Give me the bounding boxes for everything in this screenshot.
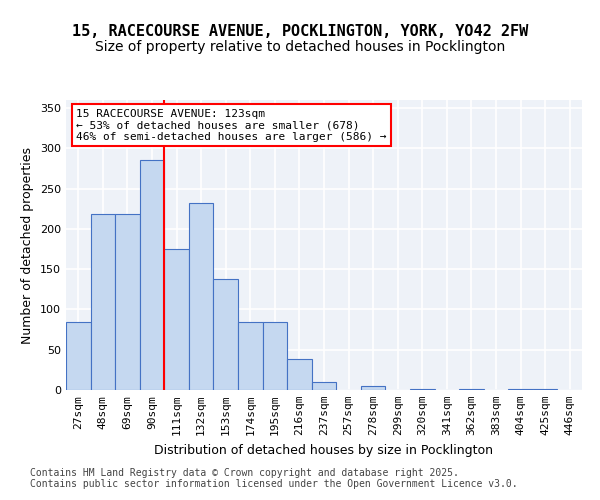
Text: 15, RACECOURSE AVENUE, POCKLINGTON, YORK, YO42 2FW: 15, RACECOURSE AVENUE, POCKLINGTON, YORK… (72, 24, 528, 39)
Text: Contains HM Land Registry data © Crown copyright and database right 2025.: Contains HM Land Registry data © Crown c… (30, 468, 459, 477)
Bar (533, 389, 557, 390)
Text: Contains public sector information licensed under the Open Government Licence v3: Contains public sector information licen… (30, 479, 518, 489)
Bar (238, 322, 263, 390)
Bar (263, 322, 287, 390)
Bar (361, 386, 385, 390)
Bar (140, 160, 164, 390)
Bar (287, 360, 312, 390)
Bar (312, 382, 336, 390)
Y-axis label: Number of detached properties: Number of detached properties (22, 146, 34, 344)
Bar (508, 389, 533, 390)
Bar (189, 203, 214, 390)
Text: Size of property relative to detached houses in Pocklington: Size of property relative to detached ho… (95, 40, 505, 54)
Bar (66, 322, 91, 390)
Bar (91, 214, 115, 390)
Text: 15 RACECOURSE AVENUE: 123sqm
← 53% of detached houses are smaller (678)
46% of s: 15 RACECOURSE AVENUE: 123sqm ← 53% of de… (76, 108, 387, 142)
X-axis label: Distribution of detached houses by size in Pocklington: Distribution of detached houses by size … (155, 444, 493, 456)
Bar (459, 389, 484, 390)
Bar (410, 389, 434, 390)
Bar (214, 279, 238, 390)
Bar (164, 249, 189, 390)
Bar (115, 214, 140, 390)
